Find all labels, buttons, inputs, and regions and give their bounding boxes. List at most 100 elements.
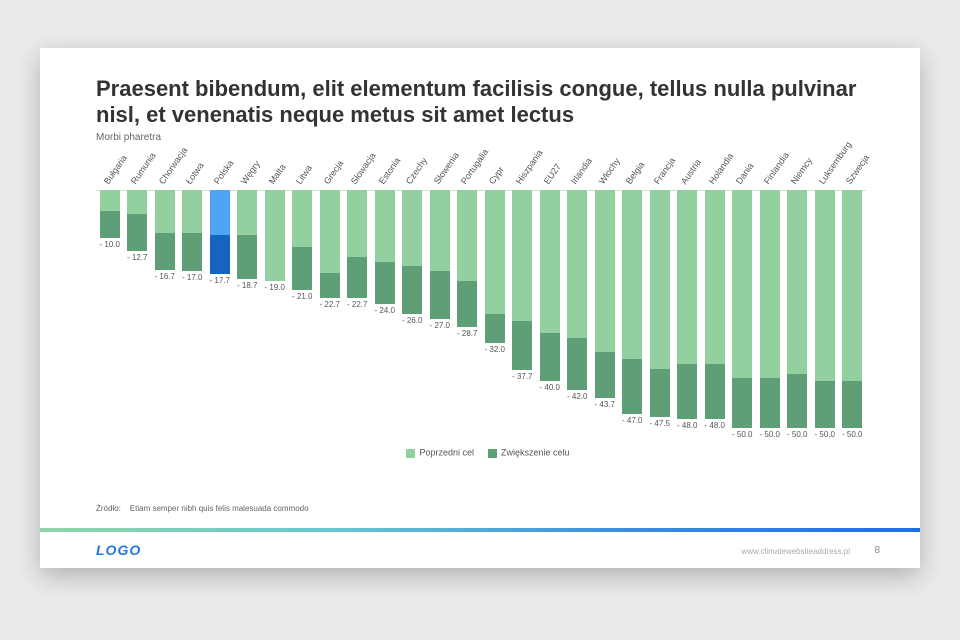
source-prefix: Źródło: [96, 504, 121, 513]
bar-segment-bottom [595, 352, 615, 398]
bar [567, 190, 587, 390]
bar-column: Łotwa- 17.0 [182, 148, 202, 458]
slide-subtitle: Morbi pharetra [96, 132, 161, 143]
category-label: Irlandia [569, 156, 594, 186]
legend-label: Zwiększenie celu [501, 448, 570, 458]
category-label: Belgia [624, 160, 647, 186]
value-label: - 48.0 [677, 421, 697, 430]
bar-segment-bottom [320, 273, 340, 298]
bar-segment-top [540, 190, 560, 333]
bar-segment-top [320, 190, 340, 273]
bar-segment-top [237, 190, 257, 235]
stage: Praesent bibendum, elit elementum facili… [0, 0, 960, 640]
bar-column: EU27- 40.0 [540, 148, 560, 458]
value-label: - 10.0 [100, 240, 120, 249]
value-label: - 50.0 [760, 430, 780, 439]
bar-column: Niemcy- 50.0 [787, 148, 807, 458]
bar [705, 190, 725, 419]
bar-column: Bułgaria- 10.0 [100, 148, 120, 458]
bar [457, 190, 477, 327]
bar-segment-bottom [292, 247, 312, 290]
chart-bars: Bułgaria- 10.0Rumunia- 12.7Chorwacja- 16… [96, 148, 866, 458]
bar [155, 190, 175, 270]
bar-segment-top [182, 190, 202, 233]
bar [815, 190, 835, 428]
bar-segment-bottom [100, 211, 120, 237]
bar-column: Luksemburg- 50.0 [815, 148, 835, 458]
bar-segment-top [100, 190, 120, 211]
bar-column: Francja- 47.5 [650, 148, 670, 458]
bar-segment-top [622, 190, 642, 359]
bar-segment-top [485, 190, 505, 314]
category-label: Grecja [322, 159, 345, 186]
bar-segment-top [815, 190, 835, 381]
bar-segment-bottom [650, 369, 670, 417]
bar-column: Litwa- 21.0 [292, 148, 312, 458]
category-label: Holandia [707, 151, 736, 186]
bar [402, 190, 422, 314]
bar-column: Grecja- 22.7 [320, 148, 340, 458]
category-label: Francja [652, 156, 677, 186]
bar-segment-bottom [567, 338, 587, 390]
bar-segment-bottom [677, 364, 697, 419]
category-label: Cypr [487, 165, 506, 186]
bar-segment-top [402, 190, 422, 266]
bar-segment-top [650, 190, 670, 369]
bar-segment-top [430, 190, 450, 271]
value-label: - 40.0 [540, 383, 560, 392]
legend-label: Poprzedni cel [419, 448, 474, 458]
bar-segment-bottom [787, 374, 807, 429]
bar-segment-top [210, 190, 230, 235]
bar [732, 190, 752, 428]
bar-segment-top [567, 190, 587, 338]
value-label: - 17.0 [182, 273, 202, 282]
bar-segment-top [595, 190, 615, 352]
bar-segment-bottom [540, 333, 560, 381]
bar-segment-top [375, 190, 395, 262]
bar-column: Malta - 19.0 [265, 148, 285, 458]
category-label: Polska [212, 158, 236, 186]
bar-segment-bottom [512, 321, 532, 370]
value-label: - 28.7 [457, 329, 477, 338]
category-label: Słowacja [349, 151, 378, 186]
bar-segment-bottom [347, 257, 367, 298]
value-label: - 18.7 [237, 281, 257, 290]
bar-segment-top [457, 190, 477, 281]
bar-segment-bottom [182, 233, 202, 271]
value-label: - 50.0 [787, 430, 807, 439]
bar-segment-bottom [760, 378, 780, 428]
bar [430, 190, 450, 319]
value-label: - 50.0 [732, 430, 752, 439]
category-label: Włochy [597, 156, 622, 186]
category-label: Austria [679, 157, 703, 186]
bar-column: Portugalia- 28.7 [457, 148, 477, 458]
slide-footer: LOGO www.climatewebsiteaddress.pl 8 [40, 532, 920, 568]
category-label: Bułgaria [102, 153, 129, 186]
bar-segment-bottom [815, 381, 835, 429]
category-label: Malta [267, 162, 288, 186]
value-label: - 16.7 [155, 272, 175, 281]
footer-url: www.climatewebsiteaddress.pl [742, 547, 851, 556]
bar [210, 190, 230, 274]
bar-segment-top [705, 190, 725, 364]
value-label: - 22.7 [347, 300, 367, 309]
value-label: - 50.0 [842, 430, 862, 439]
value-label: - 19.0 [265, 283, 285, 292]
bar-segment-bottom [375, 262, 395, 305]
bar-segment-bottom [705, 364, 725, 419]
value-label: - 37.7 [512, 372, 532, 381]
bar-segment-top [732, 190, 752, 378]
value-label: - 22.7 [320, 300, 340, 309]
bar [595, 190, 615, 398]
bar-column: Holandia- 48.0 [705, 148, 725, 458]
bar-column: Irlandia- 42.0 [567, 148, 587, 458]
source-text: Etiam semper nibh quis felis malesuada c… [130, 504, 309, 513]
value-label: - 12.7 [127, 253, 147, 262]
value-label: - 43.7 [595, 400, 615, 409]
slide: Praesent bibendum, elit elementum facili… [40, 48, 920, 568]
bar-segment-bottom [237, 235, 257, 279]
value-label: - 48.0 [705, 421, 725, 430]
bar [182, 190, 202, 271]
bar-column: Włochy- 43.7 [595, 148, 615, 458]
bar [760, 190, 780, 428]
